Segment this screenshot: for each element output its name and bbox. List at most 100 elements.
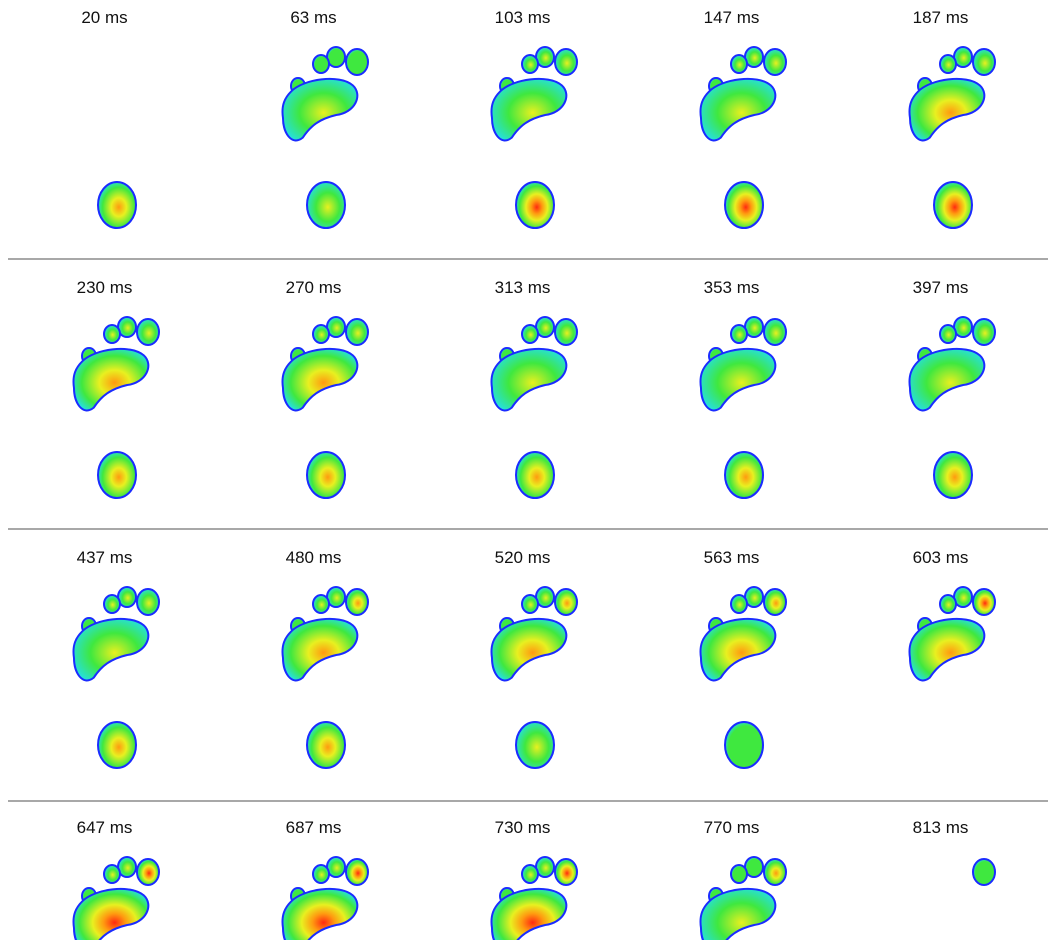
footprint-heatmap bbox=[490, 316, 578, 499]
forefoot-pressure bbox=[72, 888, 150, 940]
footprint-heatmap bbox=[281, 316, 369, 499]
footprint-heatmap bbox=[281, 586, 369, 769]
frame-time-label: 353 ms bbox=[703, 278, 760, 297]
heel-pressure bbox=[515, 181, 555, 229]
second-toe-pressure bbox=[744, 856, 764, 878]
forefoot-pressure bbox=[72, 618, 150, 682]
forefoot-pressure bbox=[908, 348, 986, 412]
frame-time-label: 647 ms bbox=[76, 818, 133, 837]
heel-pressure bbox=[724, 181, 764, 229]
heel-pressure bbox=[97, 721, 137, 769]
third-toe-pressure bbox=[312, 324, 330, 344]
second-toe-pressure bbox=[117, 856, 137, 878]
third-toe-pressure bbox=[730, 594, 748, 614]
third-toe-pressure bbox=[939, 54, 957, 74]
heel-pressure bbox=[306, 181, 346, 229]
frame-time-label: 813 ms bbox=[912, 818, 969, 837]
footprint-heatmap bbox=[908, 316, 996, 499]
frame-time-label: 730 ms bbox=[494, 818, 551, 837]
big-toe-pressure bbox=[554, 318, 578, 346]
footprint-heatmap bbox=[490, 586, 578, 769]
forefoot-pressure bbox=[281, 888, 359, 940]
footprint-heatmap bbox=[699, 856, 787, 940]
pressure-frame: 187 ms bbox=[836, 0, 1045, 258]
pressure-frame: 647 ms bbox=[0, 810, 209, 940]
pressure-frame: 147 ms bbox=[627, 0, 836, 258]
big-toe-pressure bbox=[763, 588, 787, 616]
frame-time-label: 20 ms bbox=[81, 8, 128, 27]
second-toe-pressure bbox=[326, 316, 346, 338]
pressure-frame: 687 ms bbox=[209, 810, 418, 940]
big-toe-pressure bbox=[136, 588, 160, 616]
second-toe-pressure bbox=[953, 46, 973, 68]
footprint-heatmap bbox=[281, 856, 369, 940]
big-toe-pressure bbox=[554, 48, 578, 76]
forefoot-pressure bbox=[699, 78, 777, 142]
third-toe-pressure bbox=[103, 594, 121, 614]
heel-pressure bbox=[515, 721, 555, 769]
footprint-heatmap bbox=[490, 46, 578, 229]
second-toe-pressure bbox=[535, 316, 555, 338]
pressure-frame: 313 ms bbox=[418, 270, 627, 528]
second-toe-pressure bbox=[744, 46, 764, 68]
third-toe-pressure bbox=[521, 864, 539, 884]
big-toe-pressure bbox=[345, 858, 369, 886]
forefoot-pressure bbox=[281, 78, 359, 142]
pressure-frame: 63 ms bbox=[209, 0, 418, 258]
big-toe-pressure bbox=[136, 318, 160, 346]
forefoot-pressure bbox=[908, 618, 986, 682]
pressure-frame: 770 ms bbox=[627, 810, 836, 940]
frame-time-label: 437 ms bbox=[76, 548, 133, 567]
pressure-frame: 397 ms bbox=[836, 270, 1045, 528]
pressure-frame: 520 ms bbox=[418, 540, 627, 798]
footprint-heatmap bbox=[699, 586, 787, 769]
forefoot-pressure bbox=[490, 348, 568, 412]
third-toe-pressure bbox=[103, 324, 121, 344]
second-toe-pressure bbox=[117, 316, 137, 338]
third-toe-pressure bbox=[939, 324, 957, 344]
frame-time-label: 147 ms bbox=[703, 8, 760, 27]
footprint-heatmap bbox=[72, 856, 160, 940]
second-toe-pressure bbox=[326, 586, 346, 608]
frame-time-label: 770 ms bbox=[703, 818, 760, 837]
big-toe-pressure bbox=[554, 588, 578, 616]
heel-pressure bbox=[515, 451, 555, 499]
pressure-frame: 730 ms bbox=[418, 810, 627, 940]
second-toe-pressure bbox=[117, 586, 137, 608]
footprint-heatmap bbox=[281, 46, 369, 229]
second-toe-pressure bbox=[953, 316, 973, 338]
third-toe-pressure bbox=[730, 864, 748, 884]
frame-time-label: 603 ms bbox=[912, 548, 969, 567]
third-toe-pressure bbox=[312, 864, 330, 884]
second-toe-pressure bbox=[744, 316, 764, 338]
third-toe-pressure bbox=[521, 54, 539, 74]
second-toe-pressure bbox=[326, 46, 346, 68]
pressure-frame: 230 ms bbox=[0, 270, 209, 528]
pressure-frame: 563 ms bbox=[627, 540, 836, 798]
second-toe-pressure bbox=[953, 586, 973, 608]
pressure-frame: 813 ms bbox=[836, 810, 1045, 940]
pressure-frame: 270 ms bbox=[209, 270, 418, 528]
heel-pressure bbox=[306, 721, 346, 769]
big-toe-pressure bbox=[345, 318, 369, 346]
big-toe-pressure bbox=[972, 318, 996, 346]
pressure-frame: 103 ms bbox=[418, 0, 627, 258]
forefoot-pressure bbox=[490, 888, 568, 940]
frame-time-label: 563 ms bbox=[703, 548, 760, 567]
footprint-heatmap bbox=[699, 316, 787, 499]
third-toe-pressure bbox=[730, 54, 748, 74]
heel-pressure bbox=[933, 181, 973, 229]
big-toe-pressure bbox=[972, 48, 996, 76]
third-toe-pressure bbox=[521, 594, 539, 614]
forefoot-pressure bbox=[699, 888, 777, 940]
footprint-heatmap bbox=[72, 316, 160, 499]
big-toe-pressure bbox=[345, 48, 369, 76]
third-toe-pressure bbox=[730, 324, 748, 344]
pressure-frame: 480 ms bbox=[209, 540, 418, 798]
third-toe-pressure bbox=[312, 54, 330, 74]
second-toe-pressure bbox=[326, 856, 346, 878]
forefoot-pressure bbox=[72, 348, 150, 412]
heel-pressure bbox=[97, 181, 137, 229]
third-toe-pressure bbox=[312, 594, 330, 614]
